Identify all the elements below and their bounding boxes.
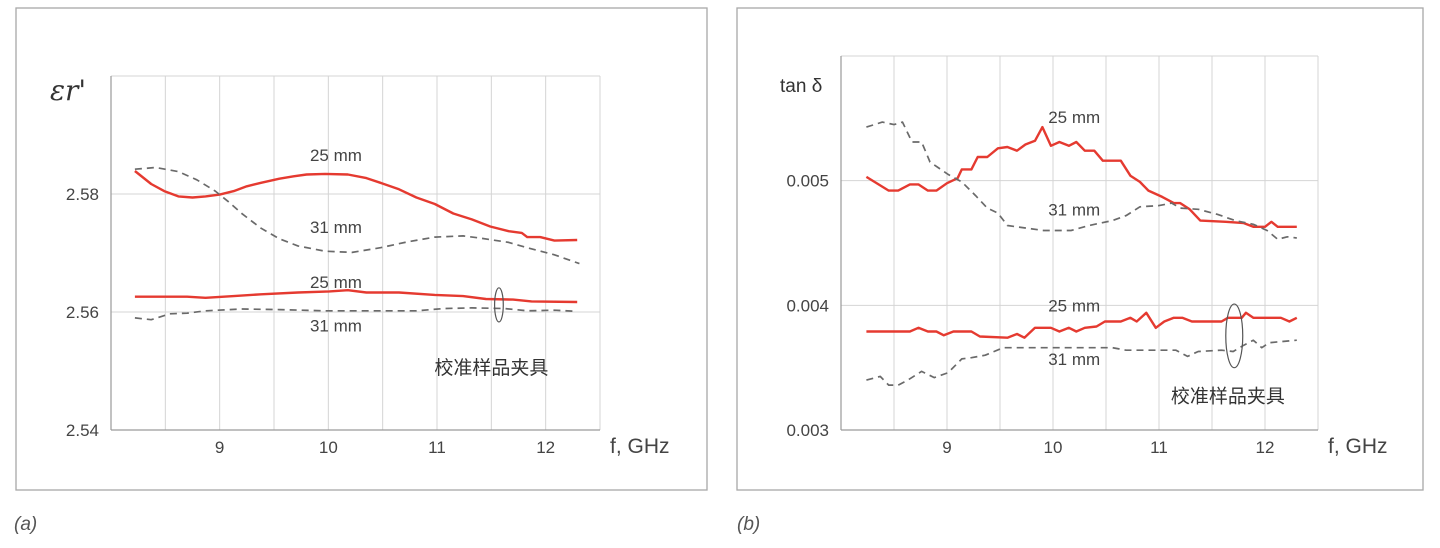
annotation-series-label: 31 mm <box>310 317 362 336</box>
annotation-calibration-fixture: 校准样品夹具 <box>1171 385 1285 407</box>
annotation-series-label: 31 mm <box>1048 200 1100 219</box>
y-tick-label: 0.004 <box>786 296 829 315</box>
y-tick-label: 0.003 <box>786 421 829 440</box>
chart-permittivity: 2.54 2.56 2.58 9 10 11 12 f, GHz 25 mm 31 mm 25 mm… <box>66 75 670 458</box>
caption-b: (b) <box>737 514 760 535</box>
y-tick-label: 0.005 <box>786 172 829 191</box>
y-axis-label: εr' <box>50 74 86 107</box>
x-tick-label: 12 <box>536 438 555 457</box>
series-line-25mm-2 <box>866 311 1298 339</box>
caption-a: (a) <box>14 514 37 535</box>
annotation-series-label: 25 mm <box>1048 296 1100 315</box>
series-line-31mm-1 <box>134 166 580 265</box>
annotation-calibration-fixture: 校准样品夹具 <box>434 357 548 379</box>
y-tick-label: 2.56 <box>66 303 99 322</box>
chart-loss-tangent: 0.003 0.004 0.005 9 10 11 12 f, GHz tan δ 25 mm 31… <box>780 55 1388 458</box>
annotation-series-label: 31 mm <box>1048 350 1100 369</box>
x-tick-label: 12 <box>1256 438 1275 457</box>
y-tick-label: 2.58 <box>66 185 99 204</box>
series-line-25mm-2 <box>134 289 578 304</box>
x-tick-label: 10 <box>1044 438 1063 457</box>
series-line-31mm-1 <box>866 121 1297 241</box>
series-line-31mm-3 <box>866 339 1297 386</box>
x-tick-label: 9 <box>215 438 224 457</box>
y-axis-label: tan δ <box>780 76 822 97</box>
annotation-ellipse <box>1225 303 1244 369</box>
series-line-25mm-0 <box>865 125 1297 228</box>
panel-b-frame <box>736 7 1424 491</box>
x-tick-label: 11 <box>428 438 446 457</box>
x-axis-label: f, GHz <box>610 435 670 458</box>
series-line-31mm-3 <box>134 307 578 321</box>
annotation-ellipse <box>493 287 504 323</box>
annotation-series-label: 25 mm <box>310 146 362 165</box>
panel-a-frame <box>15 7 708 491</box>
annotation-series-label: 25 mm <box>310 273 362 292</box>
annotation-series-label: 25 mm <box>1048 108 1100 127</box>
x-axis-label: f, GHz <box>1328 435 1388 458</box>
x-tick-label: 9 <box>942 438 951 457</box>
x-tick-label: 11 <box>1150 438 1168 457</box>
annotation-series-label: 31 mm <box>310 218 362 237</box>
y-tick-label: 2.54 <box>66 421 99 440</box>
x-tick-label: 10 <box>319 438 338 457</box>
series-line-25mm-0 <box>134 170 578 242</box>
